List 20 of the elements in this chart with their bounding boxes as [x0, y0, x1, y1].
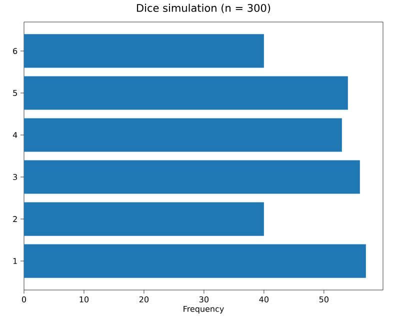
y-tick-label: 2: [13, 216, 17, 222]
y-tick-label: 5: [13, 90, 17, 96]
bar: [24, 34, 264, 68]
bar: [24, 76, 348, 110]
bar: [24, 118, 342, 152]
y-tick-label: 4: [12, 132, 18, 138]
x-tick-label: 50: [319, 296, 328, 302]
x-tick-label: 0: [22, 296, 26, 302]
bar: [24, 244, 366, 278]
x-axis-title: Frequency: [184, 306, 224, 314]
bar: [24, 160, 360, 194]
y-tick-label: 3: [13, 174, 17, 180]
chart-title: Dice simulation (n = 300): [137, 4, 270, 14]
x-tick-label: 10: [80, 296, 89, 302]
y-tick-label: 6: [13, 48, 18, 54]
x-tick-label: 30: [199, 296, 209, 302]
x-tick-label: 40: [259, 296, 268, 302]
y-tick-label: 1: [13, 258, 17, 264]
bar: [24, 202, 264, 236]
x-tick-label: 20: [139, 296, 149, 302]
